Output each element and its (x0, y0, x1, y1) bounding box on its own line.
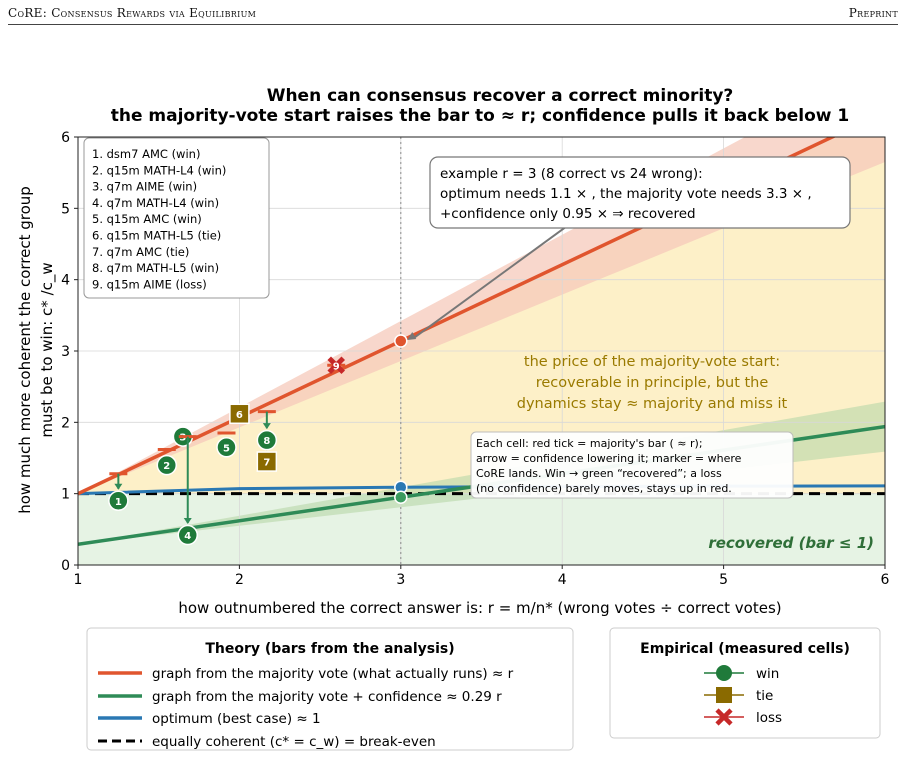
plot-area: 12345678912345601234561. dsm7 AMC (win)2… (61, 130, 890, 588)
cell-label: 2 (163, 461, 170, 472)
example-point-confidence (394, 490, 408, 504)
cell-marker-win (108, 490, 129, 512)
cell-arrowhead (262, 423, 271, 430)
running-head-left: CoRE: Consensus Rewards via Equilibrium (8, 6, 257, 20)
legend-empirical-win: win (756, 666, 779, 682)
chart-title: When can consensus recover a correct min… (267, 86, 734, 106)
y-tick-label: 2 (61, 415, 70, 431)
recovered-label: recovered (bar ≤ 1) (708, 534, 874, 552)
x-tick-label: 3 (396, 572, 405, 588)
y-tick-label: 4 (61, 273, 70, 289)
price-note-line: the price of the majority-vote start: (524, 354, 780, 370)
example-point-majority (394, 334, 408, 348)
cell-marker-win (216, 437, 237, 458)
running-head: CoRE: Consensus Rewards via Equilibrium … (8, 6, 898, 25)
legend-theory-item-optimum: optimum (best case) ≈ 1 (152, 711, 321, 727)
cell-list-item: 8. q7m MATH-L5 (win) (92, 261, 219, 275)
legend-empirical-tie: tie (756, 688, 773, 704)
x-tick-label: 2 (235, 572, 244, 588)
cell-label: 8 (263, 436, 270, 447)
cell-list-item: 1. dsm7 AMC (win) (92, 147, 200, 161)
cell-note-line: Each cell: red tick = majority's bar ( ≈… (476, 437, 703, 450)
legend-theory-title: Theory (bars from the analysis) (205, 641, 454, 657)
cell-arrowhead (183, 518, 192, 525)
example-callout-line: optimum needs 1.1 × , the majority vote … (440, 186, 812, 202)
example-callout-arrowhead (407, 332, 417, 341)
running-head-right: Preprint (848, 6, 898, 20)
example-callout-line: +confidence only 0.95 × ⇒ recovered (440, 206, 696, 222)
cell-label: 9 (333, 361, 340, 372)
cell-note-line: arrow = confidence lowering it; marker =… (476, 452, 742, 465)
cell-label: 1 (115, 497, 122, 508)
legend-theory-item-confidence: graph from the majority vote + confidenc… (152, 689, 502, 705)
recovered-region (78, 493, 885, 565)
legend-theory: Theory (bars from the analysis) graph fr… (86, 627, 574, 751)
y-tick-label: 3 (61, 344, 70, 360)
cell-marker-win (156, 454, 178, 476)
legend-theory-item-majority: graph from the majority vote (what actua… (152, 666, 514, 682)
cell-label: 5 (223, 443, 230, 454)
y-tick-label: 1 (61, 487, 70, 503)
legend-loss-marker (715, 708, 733, 726)
cell-note-line: (no confidence) barely moves, stays up i… (476, 482, 732, 495)
cell-list-item: 2. q15m MATH-L4 (win) (92, 163, 226, 177)
legend-empirical-loss: loss (756, 710, 782, 726)
cell-marker-tie (256, 451, 278, 472)
y-axis-label-line2: must be to win: c* /c_w (38, 262, 57, 437)
cell-note-box (470, 431, 794, 499)
x-tick-label: 5 (719, 572, 728, 588)
legend-win-marker (716, 665, 732, 681)
legend-empirical: Empirical (measured cells) win tie loss (609, 627, 881, 739)
cell-arrowhead (114, 483, 123, 490)
example-callout-line: example r = 3 (8 correct vs 24 wrong): (440, 166, 703, 182)
y-tick-label: 0 (61, 558, 70, 574)
cell-label: 6 (236, 410, 243, 421)
cell-list-item: 6. q15m MATH-L5 (tie) (92, 229, 221, 243)
cell-list-item: 3. q7m AIME (win) (92, 180, 197, 194)
cell-marker-tie (229, 403, 250, 425)
legend-theory-item-break-even: equally coherent (c* = c_w) = break-even (152, 734, 436, 750)
example-callout-arrow (413, 214, 583, 339)
legend-empirical-title: Empirical (measured cells) (640, 641, 850, 657)
x-axis-label: how outnumbered the correct answer is: r… (178, 599, 781, 617)
chart-subtitle: the majority-vote start raises the bar t… (111, 106, 850, 126)
cell-note-line: CoRE lands. Win → green “recovered”; a l… (476, 467, 722, 480)
y-axis-label-line1: how much more coherent the correct group (16, 186, 34, 514)
cell-marker-loss (327, 356, 346, 375)
y-tick-label: 5 (61, 201, 70, 217)
price-note-line: recoverable in principle, but the (536, 375, 769, 391)
cell-list-item: 7. q7m AMC (tie) (92, 245, 189, 259)
cell-marker-win (256, 429, 278, 451)
cell-list-item: 5. q15m AMC (win) (92, 212, 202, 226)
y-tick-label: 6 (61, 130, 70, 146)
cell-label: 4 (184, 531, 191, 542)
x-tick-label: 4 (558, 572, 567, 588)
cell-list-box (83, 137, 270, 299)
x-tick-label: 6 (881, 572, 890, 588)
cell-label: 7 (263, 458, 270, 469)
example-callout-box (429, 156, 851, 229)
cell-marker-win (177, 524, 199, 546)
legend-tie-marker (716, 687, 732, 703)
price-note-line: dynamics stay ≈ majority and miss it (517, 396, 788, 412)
x-tick-label: 1 (74, 572, 83, 588)
cell-list-item: 4. q7m MATH-L4 (win) (92, 196, 219, 210)
cell-list-item: 9. q15m AIME (loss) (92, 277, 207, 291)
